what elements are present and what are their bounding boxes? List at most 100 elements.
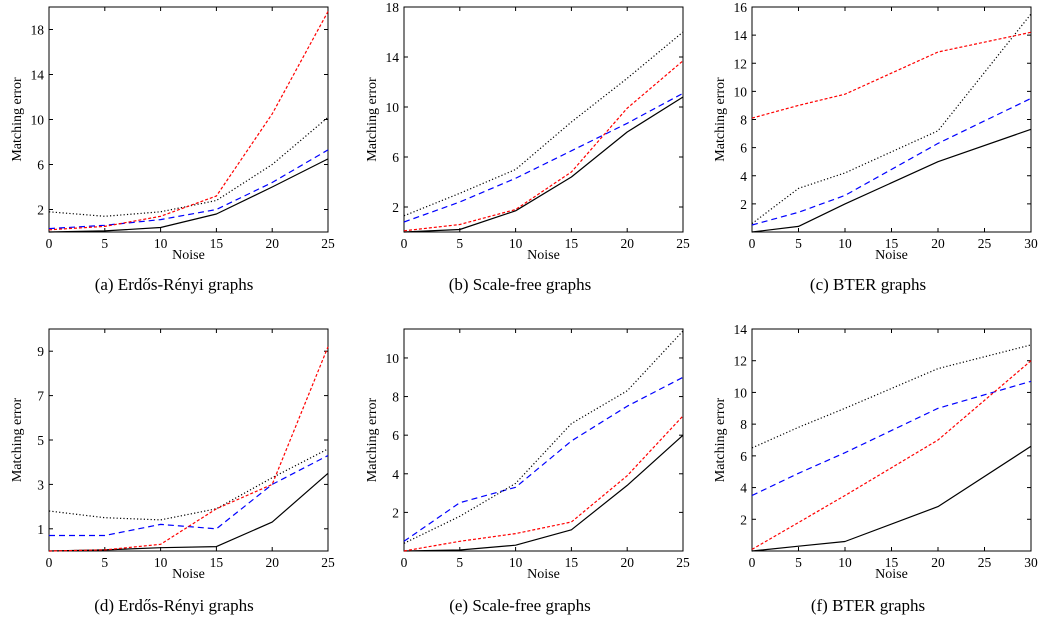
chart-f-xtick-label: 30 [1024,555,1038,570]
chart-d-ylabel: Matching error [10,397,25,482]
chart-f-xtick-label: 20 [931,555,945,570]
chart-a-frame [48,6,329,233]
chart-b-xtick-label: 0 [401,236,408,251]
chart-e-xtick-label: 0 [401,555,408,570]
chart-f-frame [751,328,1032,552]
chart-e-xtick-label: 25 [676,555,690,570]
chart-a-xtick-label: 25 [321,236,335,251]
chart-f-ytick-label: 12 [734,354,748,369]
chart-a-xtick-label: 10 [154,236,168,251]
chart-a-series-dotted [48,116,329,217]
chart-f-ylabel: Matching error [713,397,728,482]
chart-a-xtick-label: 20 [265,236,279,251]
chart-d-xtick-label: 0 [46,555,53,570]
chart-d-xtick-label: 25 [321,555,335,570]
chart-c-ytick-label: 8 [740,113,747,128]
chart-b-frame [403,6,684,233]
chart-d-ytick-label: 1 [37,522,44,537]
chart-f-series-dotted [751,344,1032,449]
chart-d-frame [48,328,329,552]
chart-e-series-redshort [403,415,684,552]
chart-b-xtick-label: 10 [509,236,523,251]
chart-d-caption: (d) Erdős-Rényi graphs [94,596,254,615]
chart-f-xtick-label: 10 [838,555,852,570]
chart-b-xlabel: Noise [527,248,560,263]
chart-c-xtick-label: 5 [795,236,802,251]
chart-e-xlabel: Noise [527,567,560,582]
chart-f-xtick-label: 0 [749,555,756,570]
chart-b-series-dashed [403,92,684,223]
chart-d-series-dotted [48,448,329,521]
chart-f-ytick-label: 8 [740,417,747,432]
chart-f-series-redshort [751,360,1032,550]
chart-b-xtick-label: 20 [620,236,634,251]
chart-e-xtick-label: 15 [565,555,579,570]
chart-a-ytick-label: 14 [31,68,45,83]
chart-b-ytick-label: 10 [386,100,400,115]
chart-a-ytick-label: 18 [31,23,45,38]
chart-d-ytick-label: 3 [37,477,44,492]
chart-c-ytick-label: 14 [734,28,748,43]
chart-a: 0 5 10 15 20 25 2 6 10 14 18 Noise Matching error (a)… [10,6,335,294]
chart-e-xtick-label: 10 [509,555,523,570]
chart-c-xlabel: Noise [875,248,908,263]
chart-f-xtick-label: 25 [978,555,992,570]
chart-e-ytick-label: 4 [392,467,399,482]
chart-b: 0 5 10 15 20 25 2 6 10 14 18 Noise Matching error (b)… [365,0,690,294]
chart-b-xtick-label: 25 [676,236,690,251]
chart-a-ytick-label: 2 [37,203,44,218]
chart-c-xtick-label: 20 [931,236,945,251]
chart-c: 0 5 10 15 20 25 30 2 4 6 8 10 12 14 16 Noise Matching er… [713,0,1038,294]
chart-b-xtick-label: 15 [565,236,579,251]
chart-c-xtick-label: 0 [749,236,756,251]
chart-d-series-dashed [49,454,329,537]
chart-d-xlabel: Noise [172,567,205,582]
chart-b-ytick-label: 2 [392,200,399,215]
chart-a-series-solid [48,158,329,233]
chart-d-xtick-label: 20 [265,555,279,570]
chart-c-xtick-label: 10 [838,236,852,251]
chart-f-ytick-label: 14 [734,322,748,337]
chart-b-series-redshort [403,60,684,232]
chart-b-caption: (b) Scale-free graphs [449,275,592,294]
chart-c-ytick-label: 16 [734,0,748,15]
chart-f-xtick-label: 15 [885,555,899,570]
chart-f-xlabel: Noise [875,567,908,582]
chart-c-ytick-label: 12 [734,56,748,71]
chart-e-xtick-label: 5 [456,555,463,570]
chart-c-ytick-label: 10 [734,84,748,99]
chart-b-ylabel: Matching error [365,77,380,162]
chart-a-xlabel: Noise [172,248,205,263]
chart-f-ytick-label: 10 [734,385,748,400]
chart-e: 0 5 10 15 20 25 2 4 6 8 10 Noise Matching error (e) S… [365,328,690,615]
chart-c-series-solid [751,128,1032,233]
chart-d-series-redshort [48,346,329,552]
chart-d-xtick-label: 10 [154,555,168,570]
chart-e-caption: (e) Scale-free graphs [449,596,591,615]
chart-e-series-dashed [403,376,684,542]
chart-c-xtick-label: 15 [885,236,899,251]
chart-e-ytick-label: 8 [392,390,399,405]
chart-f-series-dashed [751,380,1032,497]
chart-a-xtick-label: 15 [210,236,224,251]
chart-a-ylabel: Matching error [10,77,25,162]
chart-d: 0 5 10 15 20 25 1 3 5 7 9 Noise Matching error (d) Er… [10,328,335,615]
chart-c-xtick-label: 30 [1024,236,1038,251]
chart-e-ytick-label: 6 [392,428,399,443]
chart-a-ytick-label: 6 [37,158,44,173]
chart-c-ylabel: Matching error [713,77,728,162]
chart-c-ytick-label: 4 [740,169,747,184]
chart-e-frame [403,328,684,552]
chart-a-series-dashed [48,149,329,230]
chart-c-ytick-label: 2 [740,197,747,212]
chart-c-xtick-label: 25 [978,236,992,251]
chart-f-ytick-label: 6 [740,449,747,464]
chart-b-ytick-label: 6 [392,150,399,165]
chart-e-ytick-label: 2 [392,505,399,520]
chart-f-xtick-label: 5 [795,555,802,570]
chart-b-series-dotted [403,31,684,217]
chart-d-ytick-label: 9 [37,344,44,359]
chart-f-ytick-label: 2 [740,512,747,527]
chart-d-ytick-label: 7 [37,389,44,404]
